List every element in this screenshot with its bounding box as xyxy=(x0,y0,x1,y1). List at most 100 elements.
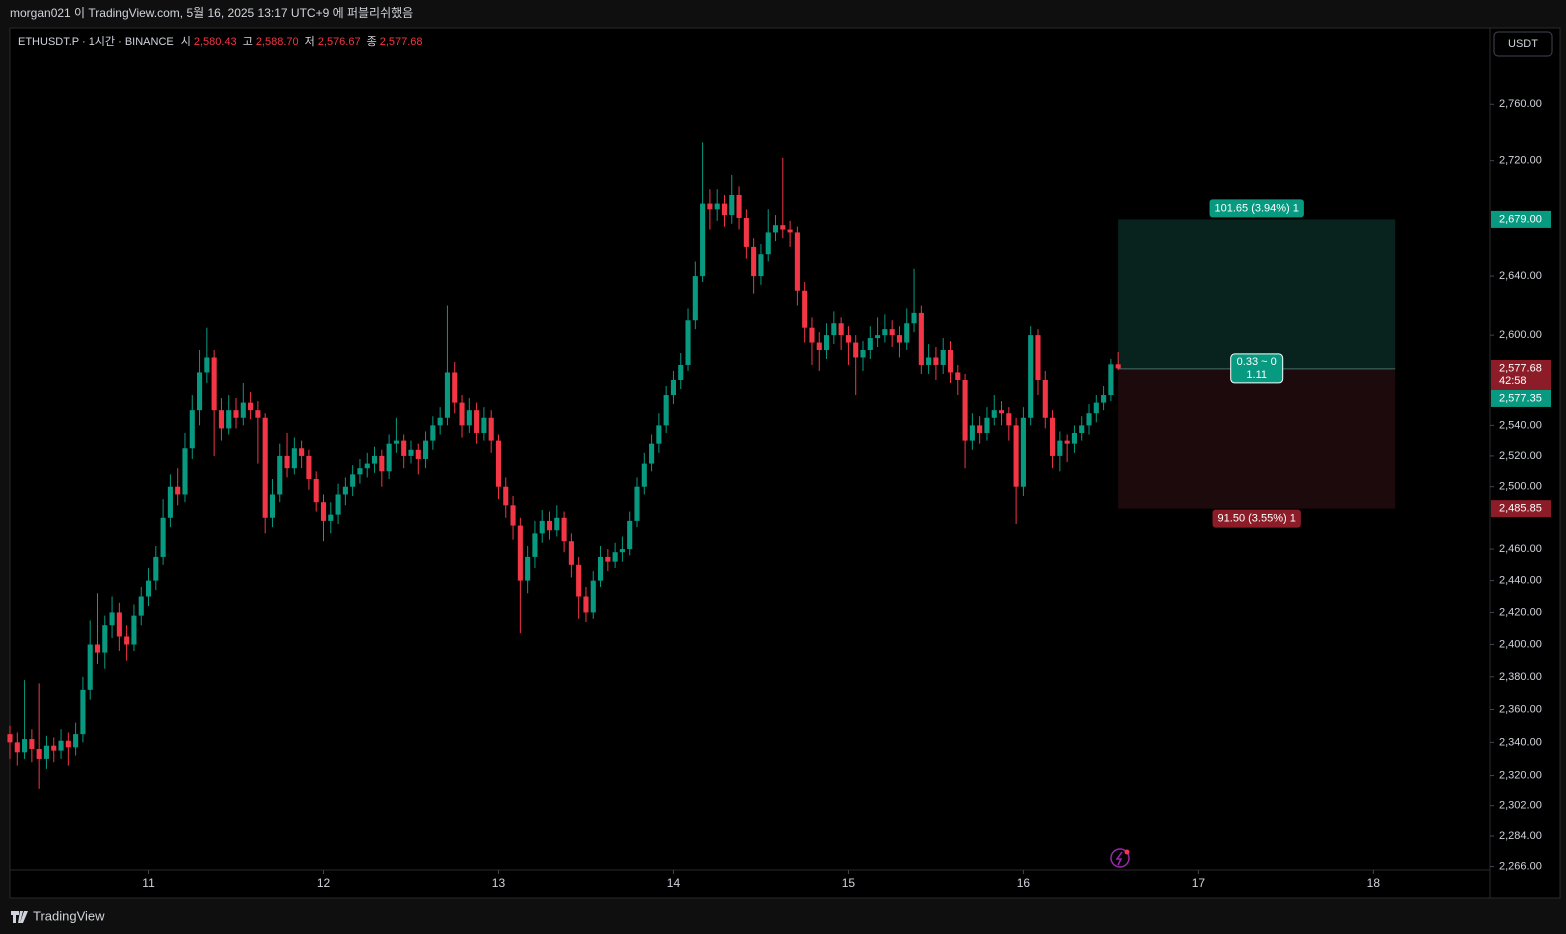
candle-body xyxy=(22,739,28,753)
candle-body xyxy=(495,440,502,487)
candle-body xyxy=(408,449,414,456)
candle-body xyxy=(947,350,954,373)
candle-body xyxy=(371,455,378,464)
candle-body xyxy=(751,246,757,277)
y-tick-label: 2,400.00 xyxy=(1499,638,1542,650)
candle-body xyxy=(255,410,261,418)
currency-button[interactable] xyxy=(1493,31,1553,57)
candle-body xyxy=(991,410,997,418)
candle-body xyxy=(452,372,458,403)
candle-body xyxy=(357,468,363,475)
y-tick-label: 2,284.00 xyxy=(1499,830,1542,842)
candle-body xyxy=(838,323,844,336)
candle-body xyxy=(109,612,115,626)
y-tick-label: 2,360.00 xyxy=(1499,703,1542,715)
target-label-bg xyxy=(1209,199,1304,218)
candle-body xyxy=(882,329,888,336)
candle-body xyxy=(714,203,720,210)
candle-body xyxy=(772,225,779,233)
candle-body xyxy=(1057,440,1063,456)
candle-body xyxy=(940,350,946,365)
candle-body xyxy=(481,417,487,433)
candle-body xyxy=(933,357,939,365)
candle-body xyxy=(503,486,509,506)
candle-body xyxy=(998,410,1005,414)
candle-body xyxy=(831,323,837,336)
candle-body xyxy=(80,689,86,735)
candle-body xyxy=(1086,413,1092,426)
candle-body xyxy=(423,440,429,459)
ohlc-label: 저 xyxy=(305,35,315,48)
x-tick-label: 11 xyxy=(142,876,155,890)
y-tick-label: 2,760.00 xyxy=(1499,98,1542,110)
candle-body xyxy=(320,502,327,521)
candle-body xyxy=(809,327,815,343)
candle-body xyxy=(160,517,166,557)
ohlc-value: 2,576.67 xyxy=(318,36,361,48)
candle-body xyxy=(962,379,968,441)
candle-body xyxy=(474,410,480,433)
candle-body xyxy=(532,533,538,557)
candle-body xyxy=(612,552,618,562)
candle-body xyxy=(116,612,122,637)
candle-body xyxy=(729,194,735,216)
center-label: 1.11 xyxy=(1246,369,1267,381)
candle-body xyxy=(94,644,101,653)
candle-body xyxy=(634,486,640,521)
candle-body xyxy=(313,478,319,503)
candle-body xyxy=(1042,379,1048,418)
candle-body xyxy=(875,335,881,339)
alert-icon[interactable] xyxy=(1110,848,1130,868)
ohlc-value: 2,580.43 xyxy=(194,36,237,48)
candle-body xyxy=(240,402,246,418)
candle-body xyxy=(590,580,596,613)
candle-body xyxy=(167,486,173,518)
candle-body xyxy=(700,203,706,277)
candle-body xyxy=(984,417,990,433)
candle-body xyxy=(1071,432,1077,444)
y-tick-label: 2,340.00 xyxy=(1499,736,1542,748)
candle-body xyxy=(284,455,290,469)
candle-body xyxy=(568,541,574,565)
candle-body xyxy=(641,463,647,487)
candle-body xyxy=(977,425,983,433)
candle-body xyxy=(692,276,698,321)
candle-body xyxy=(1093,402,1099,414)
candle-body xyxy=(743,217,749,247)
candle-body xyxy=(36,748,42,759)
candle-body xyxy=(175,486,181,495)
target-label: 101.65 (3.94%) 1 xyxy=(1215,202,1299,214)
candle-body xyxy=(437,417,443,426)
candle-body xyxy=(29,739,35,749)
candle-body xyxy=(233,410,239,418)
candle-body xyxy=(277,455,283,495)
candle-body xyxy=(1006,413,1012,426)
ohlc-label: 종 xyxy=(367,36,377,48)
candle-body xyxy=(605,556,611,562)
y-tick-label: 2,460.00 xyxy=(1499,543,1542,555)
y-tick-label: 2,600.00 xyxy=(1499,329,1542,341)
ohlc-label: 고 xyxy=(243,36,253,48)
candle-body xyxy=(517,525,523,581)
candle-body xyxy=(379,455,385,472)
candle-body xyxy=(131,615,137,645)
candle-body xyxy=(546,520,553,531)
candle-body xyxy=(649,443,655,464)
candle-body xyxy=(488,417,494,441)
x-tick-label: 15 xyxy=(842,876,856,890)
candle-body xyxy=(393,440,399,444)
stop-label: 91.50 (3.55%) 1 xyxy=(1218,513,1296,525)
candle-body xyxy=(269,494,276,518)
y-tick-label: 2,500.00 xyxy=(1499,481,1542,493)
profit-zone xyxy=(1118,219,1396,369)
x-tick-label: 13 xyxy=(492,876,506,890)
candle-body xyxy=(1035,335,1041,380)
candle-body xyxy=(889,329,895,336)
candle-body xyxy=(211,357,217,411)
candle-body xyxy=(780,225,786,230)
candle-body xyxy=(678,364,684,380)
candle-body xyxy=(904,323,910,343)
candle-body xyxy=(619,549,625,553)
candle-body xyxy=(248,402,254,411)
